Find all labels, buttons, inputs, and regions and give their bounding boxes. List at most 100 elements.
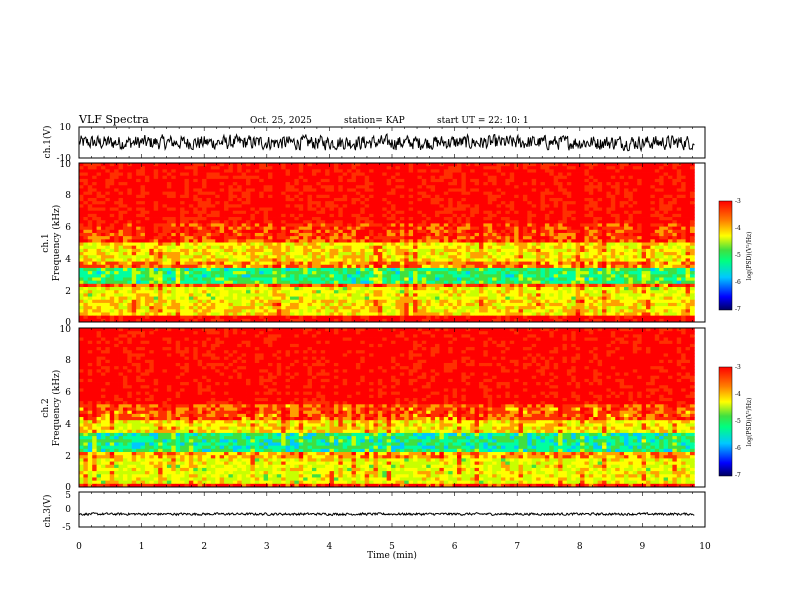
spectrogram-cell — [395, 201, 401, 205]
spectrogram-cell — [149, 169, 155, 173]
spectrogram-cell — [298, 220, 304, 224]
spectrogram-cell — [426, 191, 432, 196]
spectrogram-cell — [289, 172, 295, 177]
spectrogram-cell — [303, 163, 308, 167]
spectrogram-cell — [443, 245, 449, 250]
spectrogram-cell — [531, 223, 537, 227]
spectrogram-cell — [544, 258, 550, 262]
spectrogram-cell — [531, 239, 537, 243]
spectrogram-cell — [333, 242, 339, 247]
spectrogram-cell — [355, 248, 361, 253]
spectrogram-cell — [294, 194, 300, 199]
ch1-ytick-bottom: -10 — [57, 154, 72, 164]
spectrogram-cell — [351, 194, 357, 199]
spectrogram-cell — [606, 229, 612, 234]
spectrogram-cell — [96, 223, 102, 227]
spectrogram-cell — [175, 191, 181, 196]
spectrogram-cell — [325, 264, 330, 269]
spectrogram-cell — [483, 242, 489, 247]
spectrogram-cell — [180, 166, 185, 170]
spectrogram-cell — [307, 166, 313, 170]
spectrogram-cell — [439, 194, 445, 199]
spectrogram-cell — [338, 248, 344, 253]
spectrogram-cell — [602, 226, 607, 231]
spectrogram-cell — [360, 245, 366, 250]
spectrogram-cell — [289, 258, 295, 262]
spectrogram-cell — [443, 207, 449, 212]
spectrogram-cell — [276, 255, 282, 259]
spectrogram-cell — [667, 217, 673, 221]
spectrogram-cell — [575, 210, 581, 215]
spectrogram-cell — [470, 163, 475, 167]
spectrogram-cell — [175, 274, 181, 278]
spectrogram-cell — [237, 232, 243, 237]
spectrogram-cell — [487, 197, 493, 202]
spectrogram-cell — [136, 226, 141, 231]
spectrogram-cell — [298, 194, 304, 199]
spectrogram-cell — [588, 182, 594, 186]
spectrogram-cell — [246, 245, 251, 250]
spectrogram-cell — [259, 252, 265, 256]
spectrogram-cell — [689, 217, 695, 221]
spectrogram-cell — [166, 223, 172, 227]
spectrogram-cell — [232, 210, 238, 215]
spectrogram-cell — [615, 258, 621, 262]
spectrogram-cell — [588, 255, 594, 259]
spectrogram-cell — [646, 245, 651, 250]
spectrogram-cell — [171, 188, 177, 193]
spectrogram-cell — [250, 213, 256, 218]
spectrogram-cell — [188, 213, 194, 218]
spectrogram-cell — [333, 267, 339, 272]
spectrogram-cell — [188, 163, 194, 167]
spectrogram-cell — [237, 204, 243, 208]
spectrogram-cell — [215, 245, 221, 250]
spectrogram-cell — [210, 172, 216, 177]
spectrogram-cell — [92, 229, 97, 234]
spectrogram-cell — [136, 232, 141, 237]
spectrogram-cell — [610, 220, 616, 224]
spectrogram-cell — [263, 239, 269, 243]
spectrogram-cell — [641, 207, 647, 212]
spectrogram-cell — [435, 188, 440, 193]
spectrogram-cell — [171, 207, 177, 212]
spectrogram-cell — [663, 258, 669, 262]
spectrogram-cell — [500, 191, 506, 196]
spectrogram-cell — [259, 271, 265, 275]
spectrogram-cell — [404, 258, 410, 262]
spectrogram-cell — [404, 213, 410, 218]
spectrogram-cell — [386, 248, 392, 253]
spectrogram-cell — [100, 166, 106, 170]
spectrogram-cell — [92, 201, 97, 205]
spectrogram-cell — [333, 213, 339, 218]
spectrogram-cell — [250, 223, 256, 227]
spectrogram-cell — [593, 185, 599, 189]
spectrogram-cell — [224, 207, 229, 212]
spectrogram-cell — [509, 210, 515, 215]
spectrogram-cell — [377, 239, 383, 243]
spectrogram-cell — [637, 242, 643, 247]
spectrogram-cell — [650, 163, 656, 167]
spectrogram-cell — [421, 274, 427, 278]
spectrogram-cell — [92, 185, 97, 189]
spectrogram-cell — [175, 252, 181, 256]
spectrogram-cell — [307, 239, 313, 243]
spectrogram-cell — [584, 194, 590, 199]
spectrogram-cell — [158, 213, 163, 218]
spectrogram-cell — [689, 255, 695, 259]
spectrogram-cell — [584, 166, 590, 170]
spectrogram-cell — [355, 239, 361, 243]
spectrogram-cell — [333, 229, 339, 234]
spectrogram-cell — [500, 166, 506, 170]
spectrogram-cell — [676, 271, 682, 275]
spectrogram-cell — [663, 197, 669, 202]
spectrogram-cell — [307, 271, 313, 275]
spectrogram-cell — [685, 242, 691, 247]
spectrogram-cell — [558, 264, 563, 269]
spectrogram-cell — [624, 188, 629, 193]
spectrogram-cell — [628, 220, 634, 224]
spectrogram-cell — [430, 191, 436, 196]
spectrogram-cell — [241, 226, 247, 231]
spectrogram-cell — [188, 264, 194, 269]
spectrogram-cell — [109, 194, 115, 199]
spectrogram-cell — [83, 239, 89, 243]
